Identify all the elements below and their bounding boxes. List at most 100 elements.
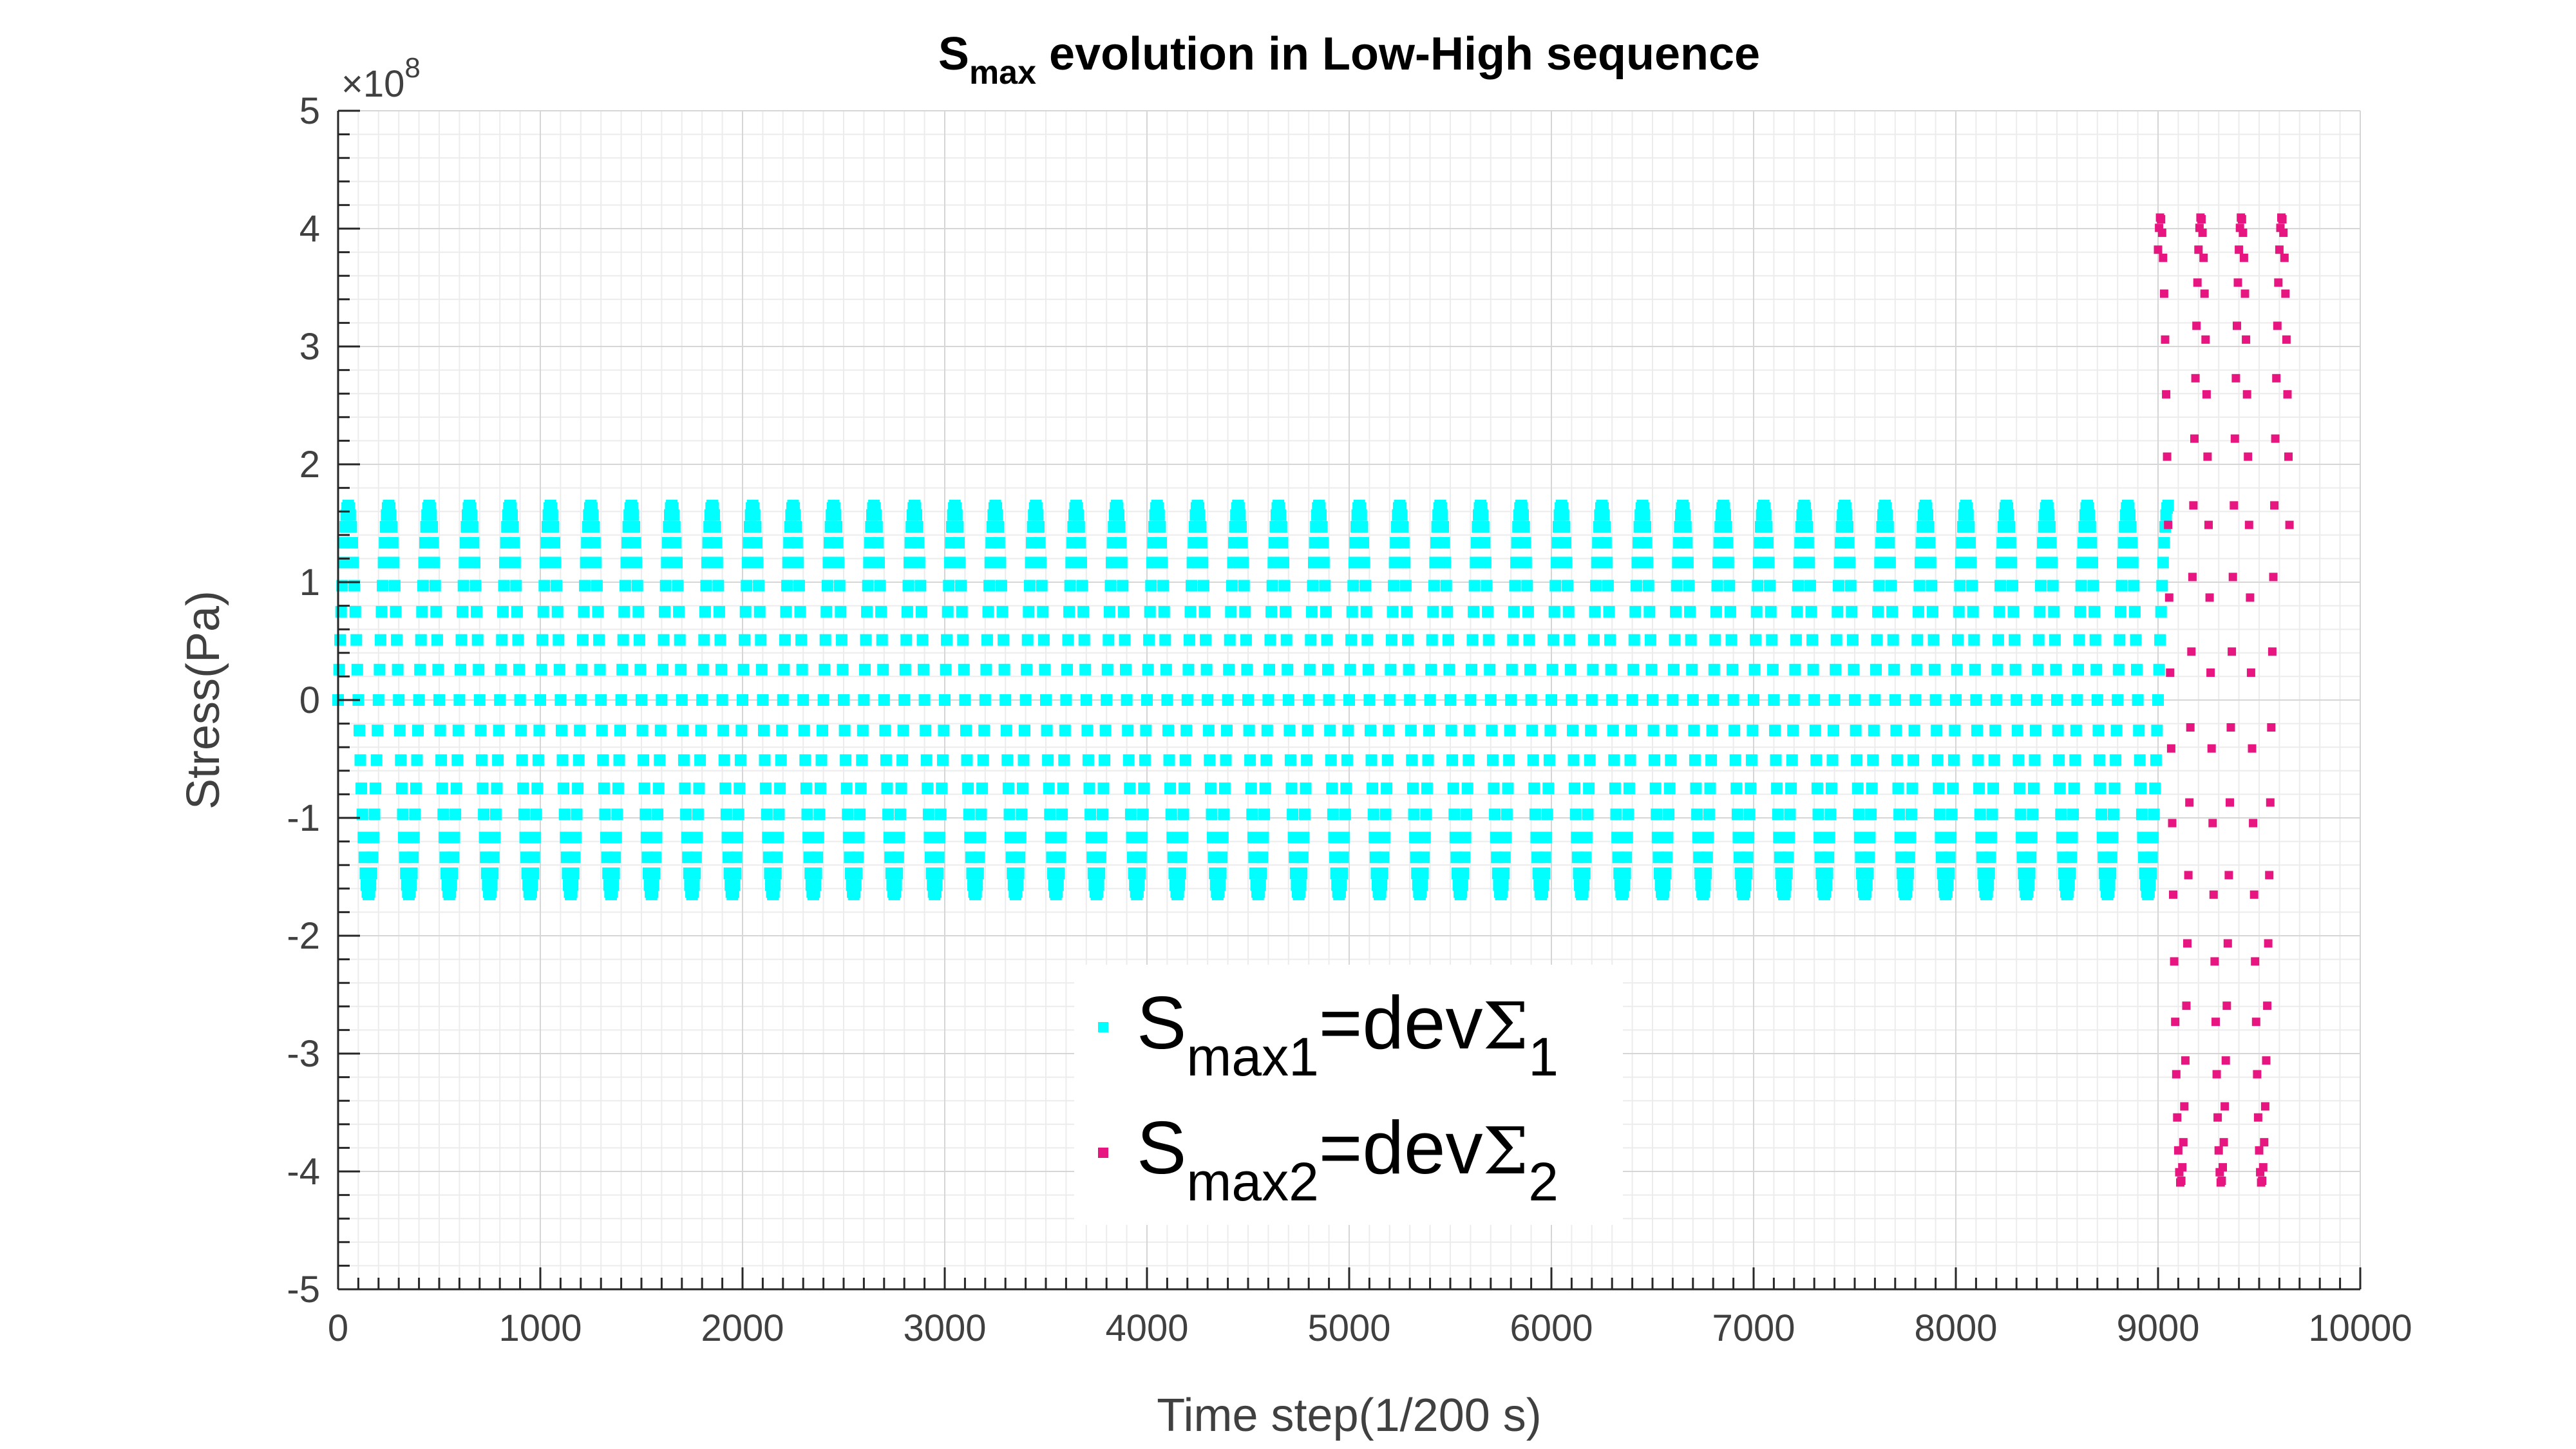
point-smax1 <box>591 580 603 592</box>
point-smax1 <box>2004 536 2016 549</box>
legend-smax1-sub: max1 <box>1186 1027 1318 1087</box>
point-smax1 <box>1057 782 1069 795</box>
point-smax1 <box>1933 782 1945 795</box>
point-smax1 <box>1012 879 1023 891</box>
point-smax1 <box>690 851 702 864</box>
point-smax1 <box>638 782 650 795</box>
point-smax1 <box>728 879 741 891</box>
point-smax1 <box>335 605 347 618</box>
point-smax1 <box>748 509 761 521</box>
point-smax1 <box>535 663 547 676</box>
point-smax1 <box>1224 634 1236 646</box>
point-smax1 <box>1240 634 1252 646</box>
point-smax1 <box>1946 808 1958 820</box>
point-smax1 <box>879 724 891 737</box>
point-smax2 <box>2161 335 2170 344</box>
point-smax1 <box>620 556 632 569</box>
point-smax1 <box>1825 782 1837 795</box>
point-smax1 <box>1846 605 1858 618</box>
point-smax1 <box>819 663 831 676</box>
point-smax1 <box>659 605 671 618</box>
point-smax1 <box>334 634 346 646</box>
point-smax1 <box>2003 521 2016 533</box>
point-smax1 <box>1908 754 1920 766</box>
point-smax1 <box>1805 605 1817 618</box>
point-smax1 <box>514 694 526 706</box>
point-smax1 <box>1949 724 1961 737</box>
point-smax1 <box>1708 663 1720 676</box>
point-smax1 <box>469 580 482 592</box>
point-smax1 <box>1885 580 1897 592</box>
point-smax1 <box>374 634 386 646</box>
point-smax1 <box>1987 782 2000 795</box>
point-smax1 <box>2027 782 2040 795</box>
point-smax1 <box>891 867 904 879</box>
point-smax1 <box>1660 867 1672 879</box>
point-smax1 <box>972 867 984 879</box>
point-smax1 <box>1771 782 1783 795</box>
point-smax1 <box>1672 556 1684 569</box>
point-smax1 <box>1463 724 1475 737</box>
point-smax1 <box>1505 694 1517 706</box>
point-smax1 <box>1651 808 1663 820</box>
point-smax1 <box>983 580 996 592</box>
point-smax1 <box>435 754 448 766</box>
point-smax1 <box>1522 605 1534 618</box>
point-smax1 <box>1305 634 1317 646</box>
point-smax1 <box>957 634 969 646</box>
point-smax1 <box>1179 782 1191 795</box>
point-smax1 <box>1640 521 1651 533</box>
point-smax1 <box>1396 509 1408 521</box>
point-smax1 <box>998 663 1010 676</box>
point-smax1 <box>716 694 728 706</box>
legend-smax2-eq: =dev <box>1319 1106 1483 1189</box>
point-smax1 <box>2054 782 2066 795</box>
point-smax1 <box>1628 634 1640 646</box>
point-smax1 <box>2068 782 2080 795</box>
point-smax1 <box>1911 634 1924 646</box>
point-smax1 <box>1321 634 1333 646</box>
point-smax2 <box>2240 289 2249 298</box>
point-smax1 <box>831 536 844 549</box>
point-smax2 <box>2274 278 2283 287</box>
point-smax1 <box>1216 851 1228 864</box>
point-smax1 <box>2110 724 2123 737</box>
point-smax1 <box>1766 663 1779 676</box>
point-smax1 <box>1083 782 1095 795</box>
point-smax1 <box>1497 879 1509 891</box>
point-smax1 <box>1124 782 1136 795</box>
point-smax1 <box>1947 782 1959 795</box>
point-smax1 <box>595 694 607 706</box>
point-smax1 <box>1872 605 1884 618</box>
x-tick-label: 9000 <box>2116 1307 2199 1349</box>
point-smax1 <box>1665 724 1678 737</box>
point-smax1 <box>1021 663 1033 676</box>
point-smax2 <box>2199 253 2208 262</box>
point-smax2 <box>2279 228 2288 237</box>
point-smax1 <box>2013 782 2025 795</box>
point-smax1 <box>859 663 871 676</box>
point-smax1 <box>696 694 708 706</box>
point-smax1 <box>1003 808 1016 820</box>
legend-label-smax1: Smax1=devΣ1 <box>1137 981 1558 1087</box>
point-smax1 <box>1121 694 1133 706</box>
point-smax1 <box>407 851 419 864</box>
point-smax1 <box>438 831 450 844</box>
point-smax1 <box>1419 831 1431 844</box>
point-smax1 <box>772 831 784 844</box>
point-smax1 <box>1830 634 1842 646</box>
point-smax1 <box>1792 580 1804 592</box>
point-smax1 <box>1520 556 1532 569</box>
point-smax2 <box>2223 939 2232 948</box>
point-smax1 <box>511 605 523 618</box>
point-smax1 <box>1802 536 1814 549</box>
point-smax1 <box>1720 521 1732 533</box>
point-smax1 <box>833 556 845 569</box>
point-smax1 <box>1033 521 1045 533</box>
point-smax1 <box>737 663 750 676</box>
point-smax1 <box>1019 724 1030 737</box>
point-smax1 <box>773 808 785 820</box>
point-smax1 <box>1085 831 1097 844</box>
point-smax1 <box>1761 521 1773 533</box>
point-smax1 <box>1045 831 1057 844</box>
